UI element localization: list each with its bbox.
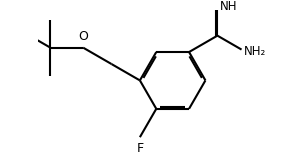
Text: O: O — [78, 30, 88, 43]
Text: NH: NH — [220, 0, 237, 13]
Text: F: F — [136, 142, 144, 155]
Text: NH₂: NH₂ — [244, 45, 267, 58]
